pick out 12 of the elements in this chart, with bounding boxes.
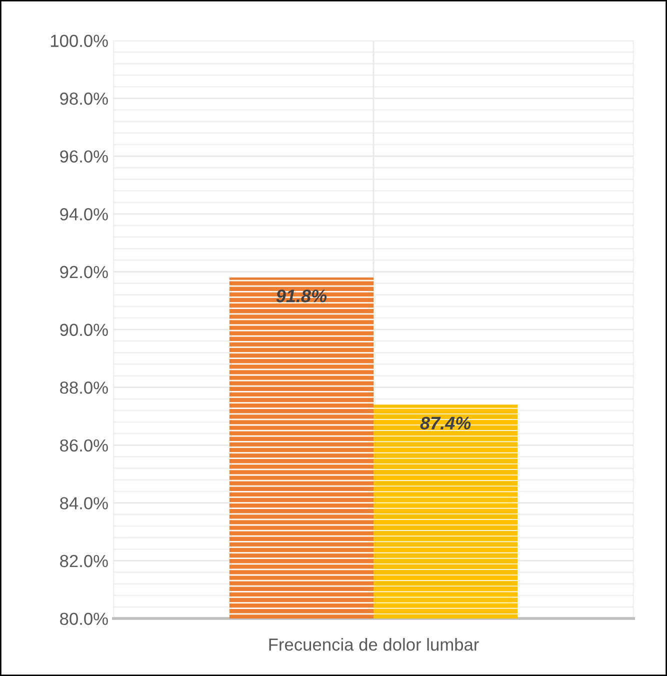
y-tick-label: 98.0% xyxy=(60,92,108,105)
y-tick-label: 88.0% xyxy=(60,382,108,394)
y-tick-label: 100.0% xyxy=(50,34,108,48)
y-tick-label: 86.0% xyxy=(60,439,108,452)
y-tick-label: 84.0% xyxy=(60,497,108,510)
y-tick-label: 82.0% xyxy=(60,554,108,568)
x-tick-label: Frecuencia de dolor lumbar xyxy=(269,638,479,651)
y-tick-label: 92.0% xyxy=(60,266,108,278)
y-tick-label: 80.0% xyxy=(60,612,108,625)
y-tick-label: 94.0% xyxy=(60,208,108,220)
y-tick-label: 90.0% xyxy=(60,324,108,336)
y-tick-label: 96.0% xyxy=(60,150,108,163)
